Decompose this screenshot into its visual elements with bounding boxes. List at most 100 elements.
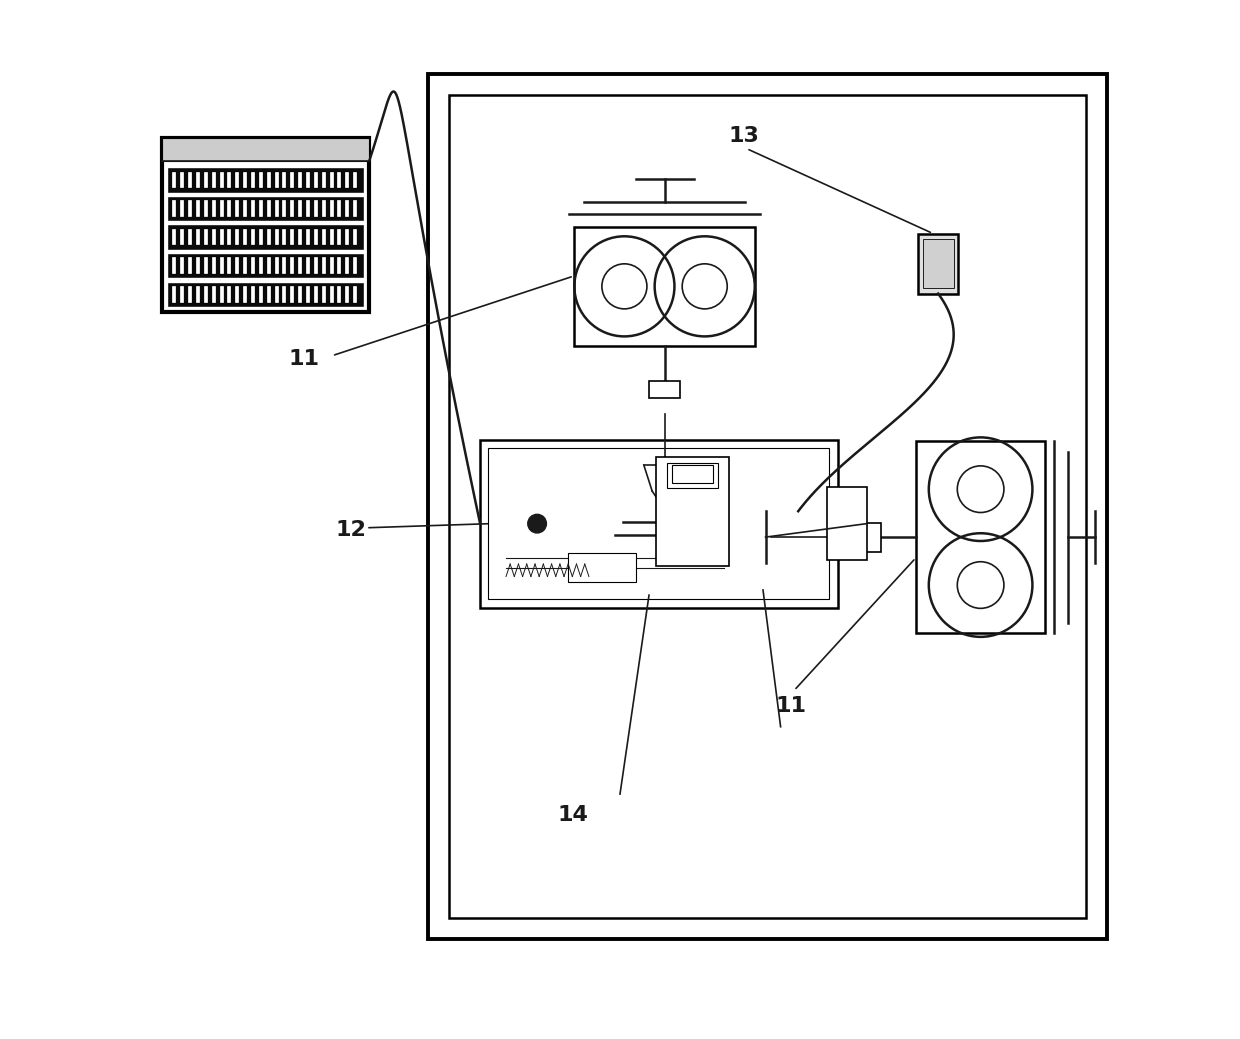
Bar xyxy=(290,286,294,302)
Bar xyxy=(923,239,954,289)
Bar xyxy=(330,171,334,188)
Bar xyxy=(243,201,247,217)
Bar xyxy=(428,74,1107,939)
Bar xyxy=(345,258,350,274)
Bar xyxy=(243,286,247,302)
Bar xyxy=(212,171,216,188)
Bar xyxy=(172,258,176,274)
Bar xyxy=(827,487,867,560)
Bar xyxy=(250,201,255,217)
Bar xyxy=(196,258,200,274)
Bar xyxy=(672,464,713,483)
Bar xyxy=(203,201,208,217)
Bar xyxy=(267,171,270,188)
Bar xyxy=(188,229,192,245)
Bar xyxy=(196,229,200,245)
Bar xyxy=(227,286,232,302)
Bar xyxy=(250,286,255,302)
Bar xyxy=(862,523,880,552)
Bar xyxy=(345,229,350,245)
Bar xyxy=(212,286,216,302)
Bar xyxy=(306,201,310,217)
Bar xyxy=(162,138,370,313)
Bar xyxy=(330,286,334,302)
Bar xyxy=(172,201,176,217)
Bar xyxy=(321,171,326,188)
Bar xyxy=(283,171,286,188)
Bar xyxy=(162,138,370,161)
Bar xyxy=(480,439,837,608)
Bar xyxy=(243,171,247,188)
Bar xyxy=(196,171,200,188)
Bar xyxy=(219,286,223,302)
Bar xyxy=(212,229,216,245)
Bar xyxy=(283,286,286,302)
Bar xyxy=(180,171,185,188)
Bar xyxy=(267,201,270,217)
Bar xyxy=(180,286,185,302)
Bar xyxy=(188,171,192,188)
Bar xyxy=(314,171,317,188)
Bar xyxy=(306,286,310,302)
Bar xyxy=(259,229,263,245)
Bar xyxy=(169,168,363,191)
Bar xyxy=(306,258,310,274)
Bar xyxy=(353,171,357,188)
Bar xyxy=(274,258,279,274)
Bar xyxy=(227,229,232,245)
Bar xyxy=(274,201,279,217)
Bar xyxy=(449,95,1086,918)
Bar xyxy=(259,171,263,188)
Bar xyxy=(259,286,263,302)
Bar xyxy=(196,286,200,302)
Bar xyxy=(283,229,286,245)
Bar xyxy=(172,171,176,188)
Bar xyxy=(667,462,718,488)
Bar xyxy=(353,229,357,245)
Bar xyxy=(337,229,341,245)
Bar xyxy=(188,201,192,217)
Bar xyxy=(203,258,208,274)
Bar xyxy=(283,201,286,217)
Bar xyxy=(345,286,350,302)
Bar xyxy=(180,229,185,245)
Bar xyxy=(330,258,334,274)
Bar xyxy=(298,229,303,245)
Bar xyxy=(353,201,357,217)
Bar xyxy=(236,286,239,302)
Bar xyxy=(283,258,286,274)
Bar xyxy=(330,229,334,245)
Bar xyxy=(267,229,270,245)
Bar xyxy=(298,286,303,302)
Text: 13: 13 xyxy=(729,126,760,146)
Bar xyxy=(337,171,341,188)
Bar xyxy=(212,201,216,217)
Bar xyxy=(649,381,680,398)
Bar xyxy=(243,258,247,274)
Circle shape xyxy=(528,514,547,533)
Bar xyxy=(290,229,294,245)
Bar xyxy=(227,171,232,188)
Bar xyxy=(314,201,317,217)
Bar xyxy=(180,258,185,274)
Text: 12: 12 xyxy=(335,520,366,540)
Bar xyxy=(306,171,310,188)
Bar xyxy=(236,201,239,217)
Bar xyxy=(656,457,729,566)
Bar xyxy=(274,171,279,188)
Bar xyxy=(203,286,208,302)
Bar xyxy=(227,258,232,274)
Bar xyxy=(172,229,176,245)
Bar xyxy=(306,229,310,245)
Bar xyxy=(314,258,317,274)
Bar xyxy=(321,258,326,274)
Bar xyxy=(169,225,363,248)
Bar xyxy=(188,286,192,302)
Bar xyxy=(169,283,363,307)
Bar xyxy=(267,286,270,302)
Bar xyxy=(169,196,363,220)
Text: 14: 14 xyxy=(558,805,589,825)
Bar xyxy=(314,229,317,245)
Bar xyxy=(219,258,223,274)
Bar xyxy=(290,258,294,274)
